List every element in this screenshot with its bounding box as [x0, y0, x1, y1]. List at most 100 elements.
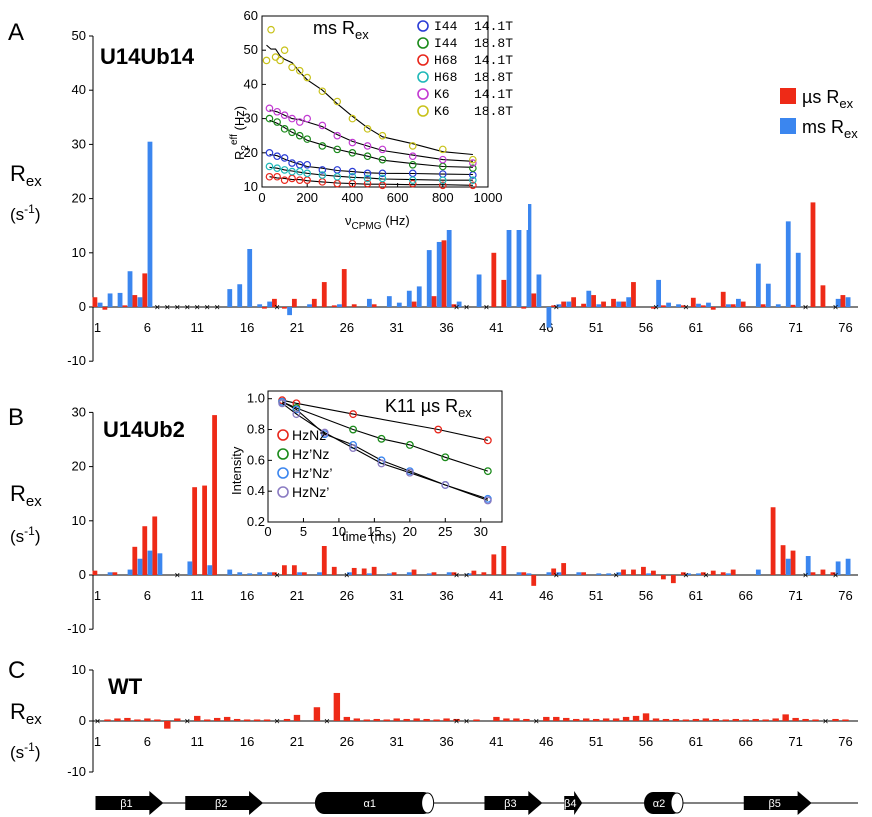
inset-a-point: [280, 176, 289, 184]
bar: [142, 526, 148, 575]
bar: [651, 307, 656, 309]
bar: [267, 301, 273, 307]
inset-b-point: [483, 467, 492, 476]
inset-a-legend-field: 14.1T: [474, 53, 513, 68]
unassigned-marker: ×: [553, 303, 559, 314]
inset-b-x-tick-label: 0: [264, 524, 271, 539]
unassigned-marker: ×: [803, 571, 809, 582]
inset-b-point: [377, 434, 386, 443]
bar: [491, 554, 497, 575]
bar: [293, 714, 301, 721]
bar: [730, 569, 736, 575]
y-tick-label: 30: [72, 404, 86, 419]
bar: [602, 718, 610, 721]
bar: [656, 279, 662, 307]
inset-a-legend-field: 18.8T: [474, 36, 513, 51]
bar: [122, 305, 128, 307]
bar: [810, 572, 816, 575]
bar: [107, 572, 113, 575]
x-tick-label: 36: [439, 588, 453, 603]
inset-a-point: [363, 169, 372, 178]
bar: [742, 719, 749, 721]
inset-b-legend-label: Hz’Nz’: [292, 465, 332, 481]
bar: [576, 572, 582, 575]
inset-a-point: [265, 149, 274, 157]
inset-b-point: [441, 481, 450, 489]
inset-b-legend-marker: [277, 448, 289, 460]
bar: [780, 545, 786, 575]
bar: [343, 716, 351, 721]
bar: [491, 252, 497, 307]
unassigned-marker: ×: [683, 303, 689, 314]
x-tick-label: 16: [240, 734, 254, 749]
inset-a-legend-marker: [417, 54, 429, 66]
bar: [596, 304, 602, 307]
inset-a-cpmg-plot: ms Rex R2eff (Hz) νCPMG (Hz) 0 200 400 600 8…: [228, 5, 528, 232]
x-tick-label: 11: [190, 320, 204, 335]
x-tick-label: 76: [838, 734, 852, 749]
x-tick-label: 21: [290, 734, 304, 749]
bar: [790, 550, 796, 575]
inset-a-point: [333, 145, 342, 154]
unassigned-marker: ×: [174, 303, 180, 314]
bar: [147, 141, 153, 307]
bar: [317, 572, 322, 575]
bar: [611, 298, 616, 307]
y-tick-label: -10: [67, 353, 86, 368]
bar: [263, 719, 271, 721]
inset-b-legend-marker: [277, 486, 289, 498]
inset-a-point: [318, 142, 327, 150]
inset-a-x-tick-label: 400: [342, 190, 364, 205]
inset-b-y-tick-label: 0.4: [247, 483, 265, 498]
beta-strand-arrow: [564, 791, 583, 815]
bar: [551, 568, 557, 575]
inset-a-point: [265, 114, 274, 123]
y-tick-label: 20: [72, 459, 86, 474]
bar: [760, 304, 766, 307]
bar: [670, 575, 676, 584]
bar: [471, 570, 477, 575]
y-tick-label: -10: [67, 764, 86, 779]
inset-a-x-tick-label: 200: [296, 190, 318, 205]
bar: [835, 298, 841, 307]
inset-a-point: [408, 152, 417, 161]
y-tick-label: 10: [72, 513, 86, 528]
bar: [386, 573, 392, 575]
inset-a-legend-residue: K6: [434, 104, 450, 119]
x-tick-label: 66: [739, 320, 753, 335]
bar: [782, 714, 789, 721]
bar: [523, 718, 530, 721]
bar: [621, 569, 626, 575]
bar: [581, 572, 586, 575]
ss-element-label: β5: [768, 798, 780, 810]
bar: [371, 304, 377, 307]
bar: [127, 271, 133, 307]
inset-a-point: [262, 56, 271, 65]
inset-a-point: [408, 176, 417, 184]
bar: [612, 718, 620, 721]
bar: [666, 302, 671, 307]
inset-b-legend-label: Hz’Nz: [292, 446, 329, 462]
inset-a-point: [333, 172, 342, 181]
svg-text:(s-1): (s-1): [10, 202, 41, 224]
inset-a-point: [408, 179, 417, 188]
inset-a-point: [303, 169, 312, 178]
bar: [543, 716, 550, 721]
unassigned-marker: ×: [214, 303, 220, 314]
x-tick-label: 21: [290, 588, 304, 603]
inset-a-point: [363, 152, 372, 161]
alpha-helix-end: [421, 792, 435, 814]
x-tick-label: 26: [340, 320, 354, 335]
bar: [551, 305, 557, 307]
bar: [755, 263, 761, 307]
inset-a-point: [348, 167, 357, 176]
bar: [353, 718, 361, 721]
inset-a-point: [469, 176, 477, 184]
bar: [641, 566, 646, 575]
x-tick-label: 16: [240, 588, 254, 603]
bar: [237, 572, 243, 575]
inset-b-legend-label: HzNz: [292, 427, 326, 443]
bar: [257, 572, 263, 575]
unassigned-marker: ×: [154, 303, 160, 314]
inset-a-point: [288, 159, 296, 167]
